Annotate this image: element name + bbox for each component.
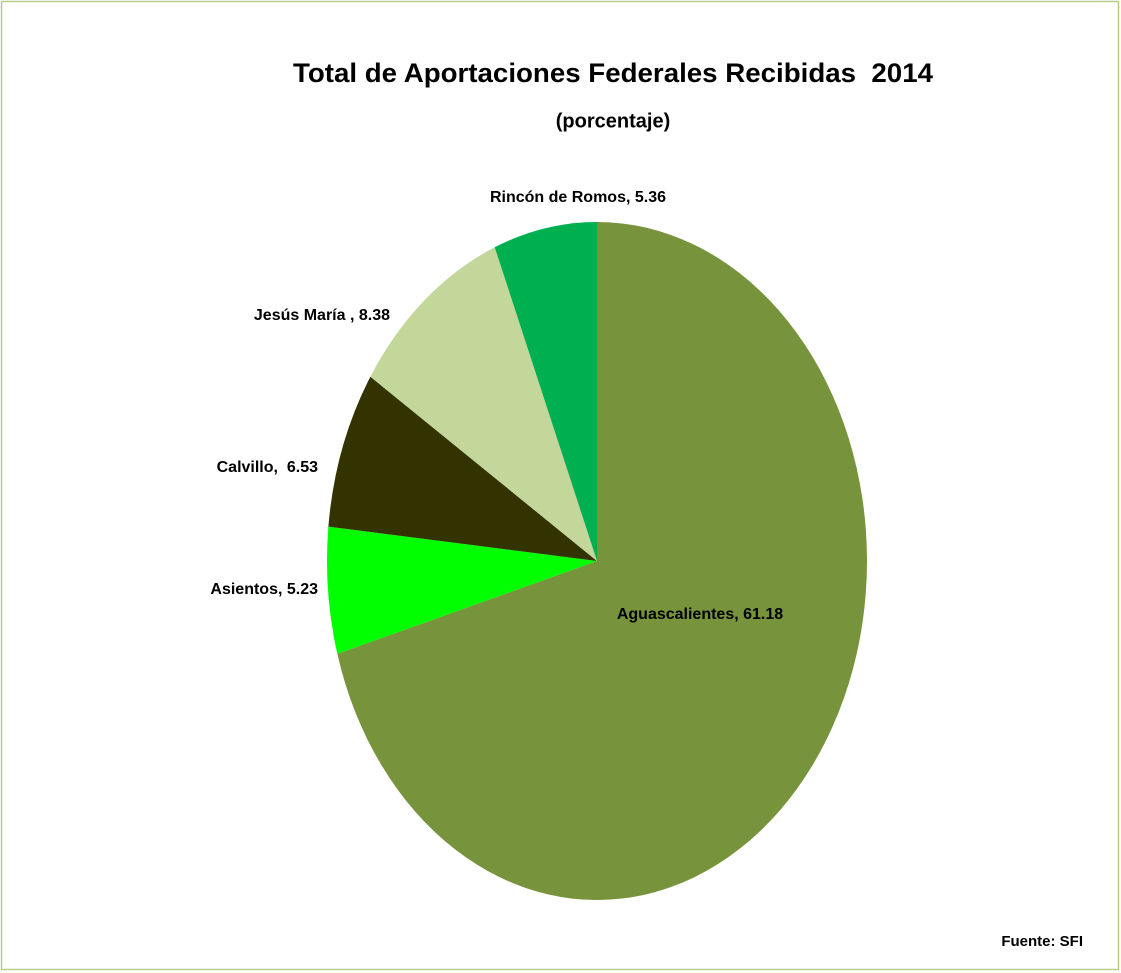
data-label: Asientos, 5.23 (210, 581, 318, 598)
pie-slice (328, 376, 597, 561)
pie-slice (494, 222, 597, 561)
data-label: Jesús María , 8.38 (254, 307, 390, 324)
data-label: Aguascalientes, 61.18 (617, 606, 783, 623)
data-label: Rincón de Romos, 5.36 (490, 189, 666, 206)
pie-slice (337, 222, 867, 900)
chart-subtitle: (porcentaje) (556, 110, 670, 132)
source-note: Fuente: SFI (1001, 933, 1083, 950)
pie-slice (327, 526, 597, 654)
chart-title: Total de Aportaciones Federales Recibida… (293, 58, 933, 88)
data-label: Calvillo, 6.53 (217, 459, 318, 476)
pie-slice (370, 247, 597, 561)
